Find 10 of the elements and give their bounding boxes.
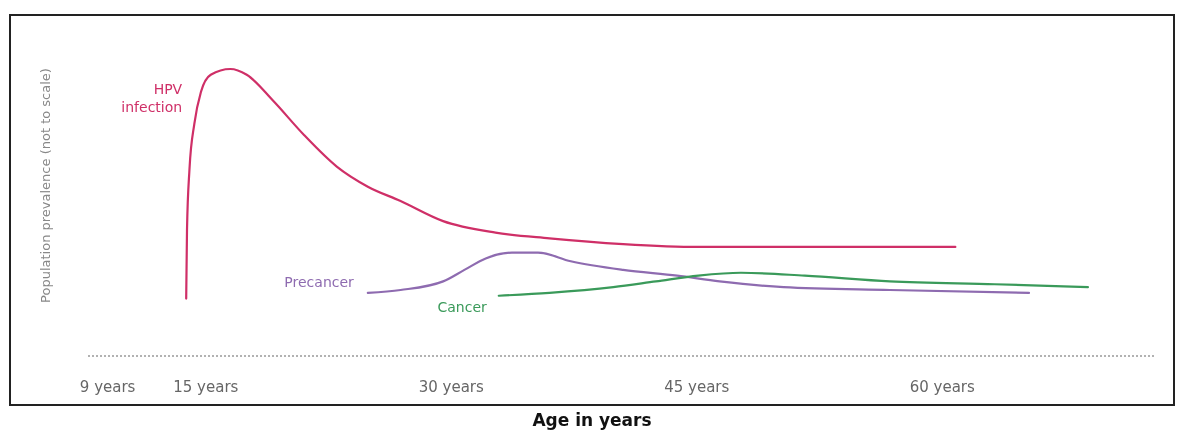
series-label: Precancer: [284, 273, 355, 290]
x-tick-label: 15 years: [173, 378, 239, 396]
x-tick-label: 30 years: [418, 378, 485, 396]
series-label: HPV infection: [121, 80, 183, 115]
x-axis-title: Age in years: [532, 410, 652, 430]
y-axis-title: Population prevalence (not to scale): [38, 68, 53, 303]
x-tick-label: 45 years: [664, 378, 730, 396]
x-tick-label: 9 years: [79, 378, 136, 396]
series-label: Cancer: [437, 298, 487, 315]
x-tick-label: 60 years: [909, 378, 975, 396]
